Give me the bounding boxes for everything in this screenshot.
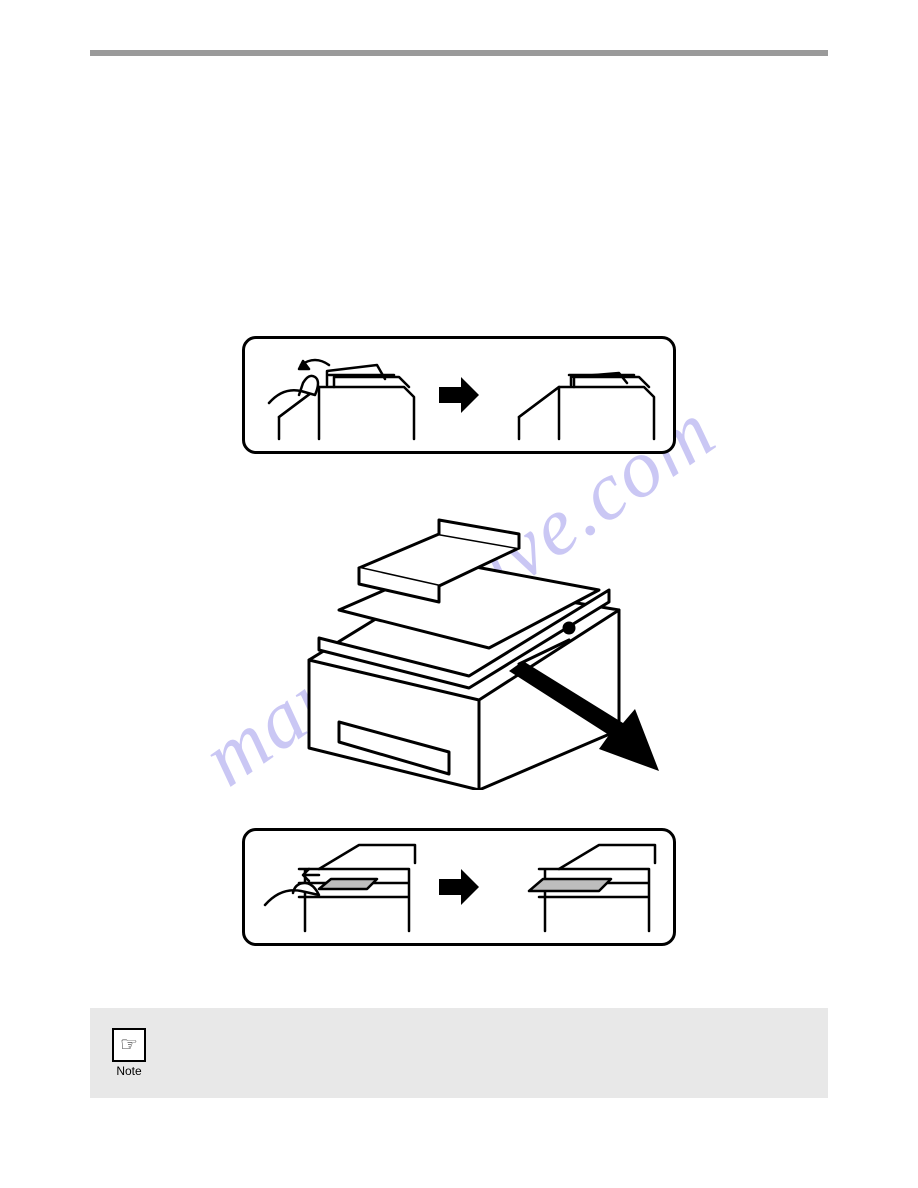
arrow-right-icon [437,867,481,907]
note-callout: ☞ Note [90,1008,828,1098]
figure-bottom-panel-1 [259,839,419,935]
header-rule [90,50,828,56]
figure-top-panel-2 [499,347,659,443]
manual-page: manualshive.com [0,0,918,1188]
figure-bottom-row [259,839,659,935]
note-hand-icon: ☞ [112,1028,146,1062]
figure-bottom [242,828,676,946]
figure-top-panel-1 [259,347,419,443]
arrow-diagonal-icon [499,655,669,780]
figure-bottom-panel-2 [499,839,659,935]
figure-device [269,490,649,790]
note-icon-group: ☞ Note [112,1028,146,1078]
figure-top [242,336,676,454]
note-label: Note [116,1064,141,1078]
figure-top-row [259,347,659,443]
arrow-right-icon [437,375,481,415]
page-content [90,336,828,946]
